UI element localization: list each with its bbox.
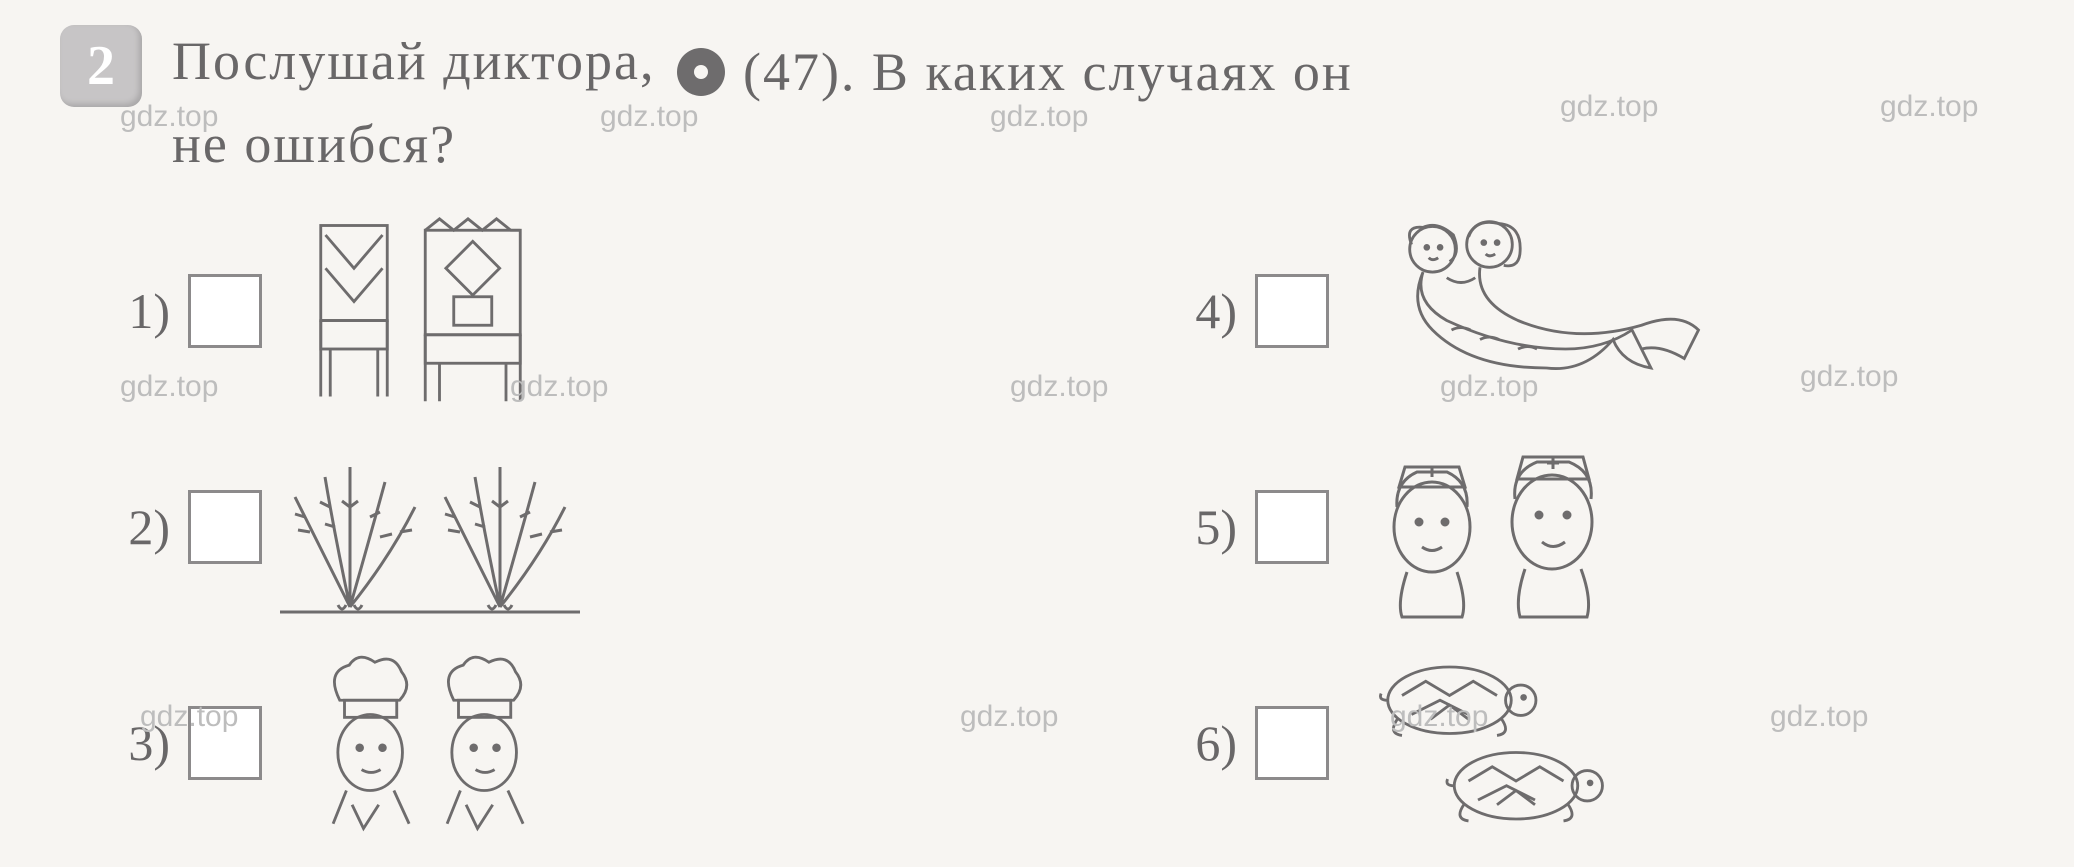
cd-icon xyxy=(677,48,725,96)
item-label: 2) xyxy=(100,498,170,556)
item-chairs: 1) xyxy=(100,221,947,401)
checkbox[interactable] xyxy=(1255,706,1329,780)
picture-mermaids xyxy=(1347,221,1727,401)
instruction-part-a: Послушай диктора, xyxy=(172,31,655,91)
cd-and-track: (47). В каких случаях он xyxy=(677,36,1353,109)
item-ferns: 2) xyxy=(100,437,947,617)
item-cooks: 3) xyxy=(100,653,947,833)
checkbox[interactable] xyxy=(1255,274,1329,348)
instruction-part-b: (47). В каких случаях он xyxy=(743,36,1353,109)
checkbox[interactable] xyxy=(1255,490,1329,564)
item-label: 3) xyxy=(100,714,170,772)
item-label: 1) xyxy=(100,282,170,340)
picture-nurses xyxy=(1347,437,1647,617)
checkbox[interactable] xyxy=(188,706,262,780)
item-label: 6) xyxy=(1167,714,1237,772)
picture-cooks xyxy=(280,653,580,833)
picture-ferns xyxy=(280,437,580,617)
checkbox[interactable] xyxy=(188,274,262,348)
picture-chairs xyxy=(280,221,580,401)
items-grid: 1) 4) xyxy=(100,221,2014,833)
instruction-text: Послушай диктора, (47). В каких случаях … xyxy=(172,25,2014,181)
item-label: 4) xyxy=(1167,282,1237,340)
item-mermaids: 4) xyxy=(1167,221,2014,401)
picture-turtles xyxy=(1347,653,1647,833)
exercise-number: 2 xyxy=(87,34,115,98)
instruction-line2: не ошибся? xyxy=(172,114,456,174)
item-turtles: 6) xyxy=(1167,653,2014,833)
item-nurses: 5) xyxy=(1167,437,2014,617)
exercise-number-badge: 2 xyxy=(60,25,142,107)
item-label: 5) xyxy=(1167,498,1237,556)
checkbox[interactable] xyxy=(188,490,262,564)
exercise-header: 2 Послушай диктора, (47). В каких случая… xyxy=(60,25,2014,181)
